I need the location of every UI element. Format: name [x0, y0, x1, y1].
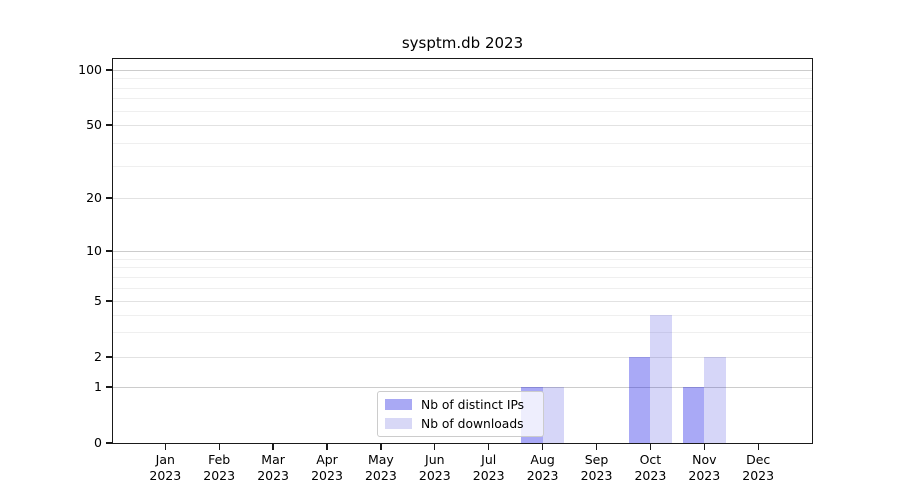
x-tick-mark: [595, 444, 598, 450]
x-tick-mark: [434, 444, 436, 450]
x-tick-mark: [218, 444, 220, 450]
bar-distinct-ips: [682, 387, 705, 443]
y-tick-label: 1: [94, 379, 102, 394]
major-gridline: [113, 125, 812, 126]
minor-gridline: [113, 258, 812, 260]
legend-label-distinct-ips: Nb of distinct IPs: [421, 397, 525, 412]
minor-gridline: [113, 98, 812, 100]
minor-gridline: [113, 287, 812, 289]
minor-gridline: [113, 314, 812, 316]
y-tick-label: 20: [86, 190, 102, 205]
x-tick-mark: [649, 444, 652, 450]
plot-area: [113, 59, 812, 443]
legend-label-downloads: Nb of downloads: [421, 416, 524, 431]
x-tick-label: Feb 2023: [203, 452, 236, 483]
minor-gridline: [113, 165, 812, 167]
y-tick-label: 10: [86, 243, 102, 258]
x-tick-mark: [380, 444, 382, 450]
minor-gridline: [113, 78, 812, 80]
x-tick-label: Jan 2023: [149, 452, 182, 483]
y-tick-label: 50: [86, 117, 102, 132]
y-tick-mark: [106, 69, 112, 71]
y-tick-mark: [106, 300, 112, 302]
major-gridline: [113, 251, 812, 252]
x-tick-mark: [164, 444, 166, 450]
minor-gridline: [113, 87, 812, 89]
minor-gridline: [113, 276, 812, 278]
major-gridline: [113, 357, 812, 358]
x-tick-mark: [488, 444, 490, 450]
bar-downloads: [704, 357, 726, 443]
x-tick-mark: [326, 444, 328, 450]
major-gridline: [113, 387, 812, 388]
x-tick-label: Oct 2023: [634, 452, 667, 483]
legend-swatch-distinct-ips: [385, 399, 412, 410]
legend: Nb of distinct IPs Nb of downloads: [377, 391, 544, 437]
y-tick-label: 0: [94, 435, 102, 450]
bar-downloads: [650, 314, 672, 443]
x-tick-label: Nov 2023: [688, 452, 721, 483]
minor-gridline: [113, 267, 812, 269]
y-tick-mark: [106, 197, 112, 199]
minor-gridline: [113, 142, 812, 144]
y-tick-mark: [106, 250, 112, 252]
bar-downloads: [542, 387, 565, 443]
x-tick-label: Mar 2023: [257, 452, 289, 483]
x-tick-label: Sep 2023: [580, 452, 613, 483]
y-tick-label: 5: [94, 293, 102, 308]
y-tick-mark: [106, 386, 112, 388]
y-tick-mark: [106, 124, 112, 126]
y-tick-mark: [106, 442, 112, 444]
x-tick-label: Aug 2023: [526, 452, 559, 483]
x-tick-label: May 2023: [364, 452, 397, 483]
chart-title: sysptm.db 2023: [401, 34, 524, 52]
y-tick-label: 2: [94, 349, 102, 364]
y-tick-label: 100: [78, 62, 102, 77]
major-gridline: [113, 198, 812, 199]
x-tick-mark: [703, 444, 705, 450]
x-tick-label: Jul 2023: [472, 452, 505, 483]
major-gridline: [113, 301, 812, 302]
legend-item-distinct-ips: Nb of distinct IPs: [385, 398, 536, 412]
x-tick-label: Dec 2023: [742, 452, 775, 483]
x-tick-label: Apr 2023: [311, 452, 343, 483]
major-gridline: [113, 70, 812, 71]
x-tick-mark: [272, 444, 274, 450]
bar-distinct-ips: [628, 357, 651, 443]
x-tick-label: Jun 2023: [418, 452, 451, 483]
minor-gridline: [113, 332, 812, 334]
legend-swatch-downloads: [385, 418, 412, 429]
y-tick-mark: [106, 356, 112, 358]
x-tick-mark: [757, 444, 759, 450]
x-tick-mark: [541, 444, 544, 450]
legend-item-downloads: Nb of downloads: [385, 417, 536, 431]
minor-gridline: [113, 110, 812, 112]
